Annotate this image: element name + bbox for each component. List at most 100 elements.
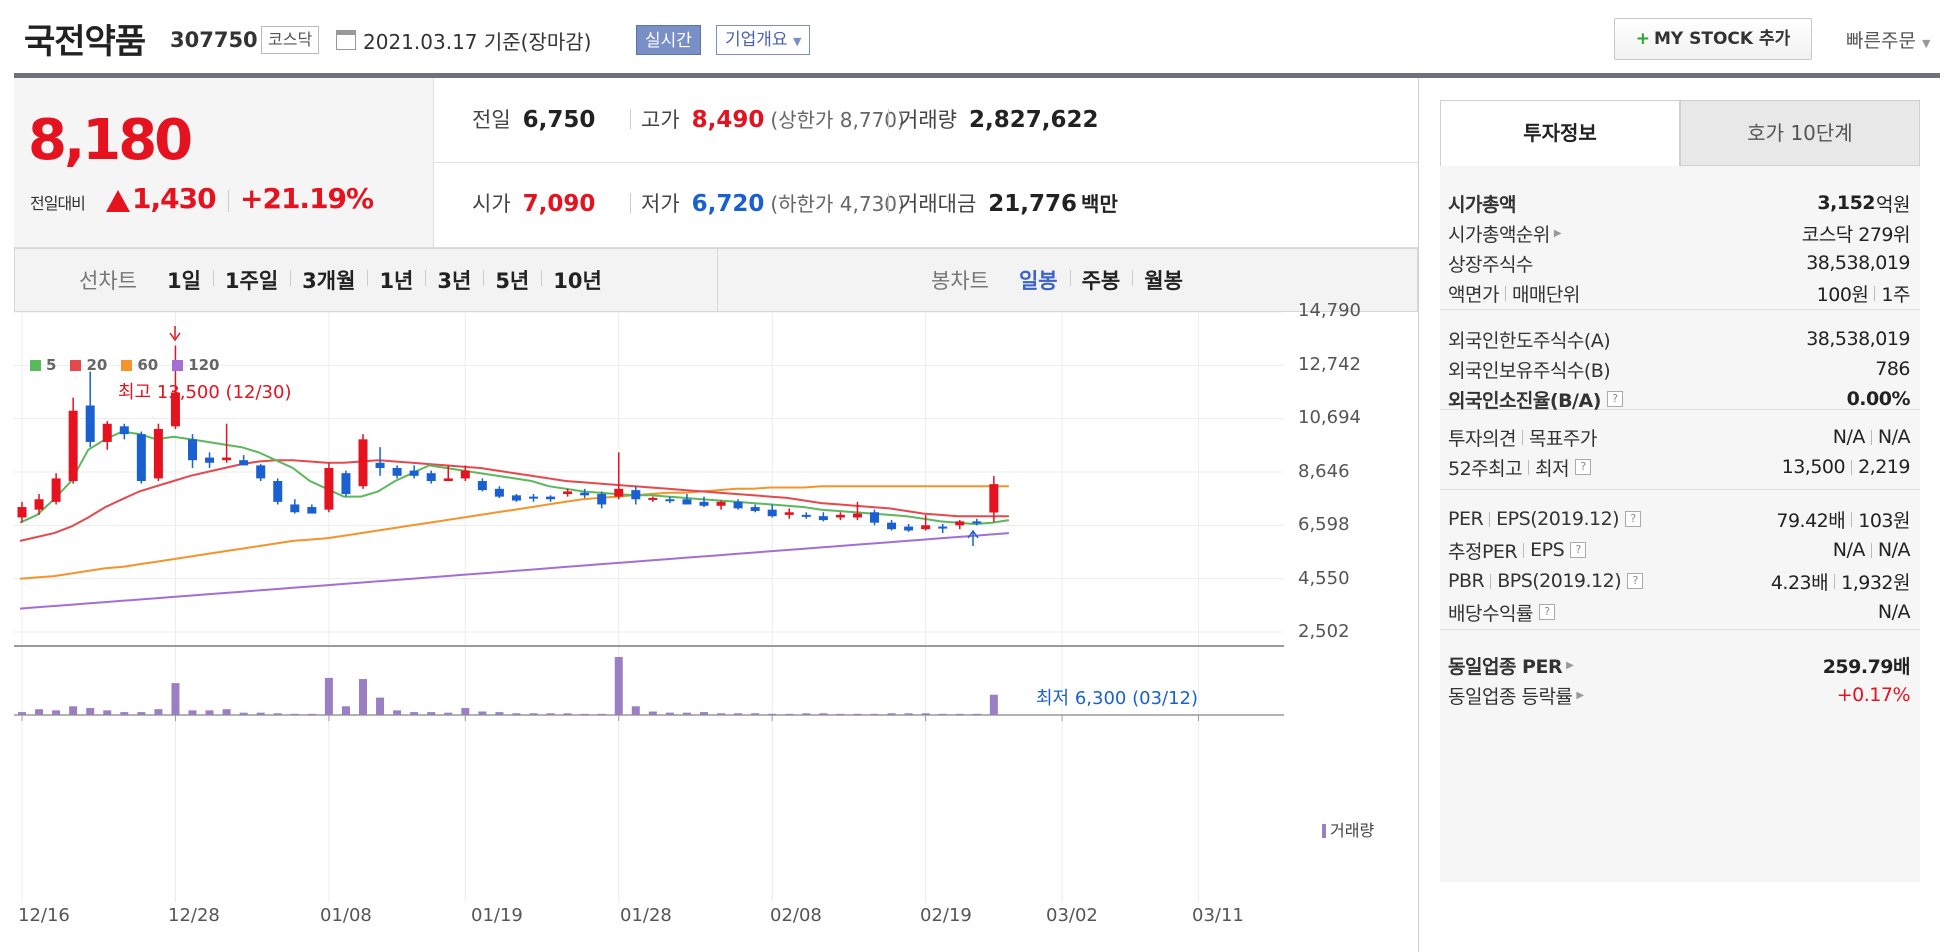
price-change: 1,430 [132,182,217,215]
industry-per-row[interactable]: 동일업종 PER ▶ 259.79배 [1448,650,1911,680]
candle-body [17,507,27,518]
chart-period-nav: 선차트 1일 1주일 3개월 1년 3년 5년 10년 봉차트 일봉 주봉 월봉 [14,248,1418,312]
chevron-down-icon: ▼ [1921,37,1931,50]
help-icon[interactable]: ? [1575,459,1592,475]
volume-bar [461,708,470,715]
est-per-label: 추정PER EPS? [1448,537,1587,564]
foreign-limit-row: 외국인한도주식수(A) 38,538,019 [1448,324,1910,354]
volume-bar [410,712,419,715]
candle-body [818,516,828,521]
volume-bar [921,713,930,715]
fast-order-dropdown[interactable]: 빠른주문 ▼ [1846,26,1930,53]
candle-body [34,499,44,510]
period-10y[interactable]: 10년 [541,265,614,295]
volume-bar [938,713,947,715]
period-1y[interactable]: 1년 [367,265,425,295]
period-3m[interactable]: 3개월 [290,265,367,295]
volume-bar [52,710,61,715]
separator [228,190,229,212]
volume-bar [171,683,180,715]
candle-body [460,470,470,479]
est-per-row: 추정PER EPS? N/A N/A [1448,535,1911,565]
candle-body [426,473,436,482]
candle-monthly[interactable]: 월봉 [1132,265,1195,295]
market-cap-rank-row[interactable]: 시가총액순위 ▶ 코스닥 279위 [1448,218,1911,248]
ma-20-line [19,459,1009,542]
y-tick-label: 4,550 [1298,568,1350,589]
separator [630,109,631,129]
help-icon[interactable]: ? [1625,511,1642,527]
opinion-label: 투자의견 목표주가 [1448,427,1597,450]
volume-bar [785,713,794,715]
listed-shares-row: 상장주식수 38,538,019 [1448,248,1910,278]
volume-bar [427,712,436,715]
candle-body [477,481,487,491]
prev-close-value: 6,750 [522,107,596,133]
candle-body [870,512,879,523]
row-divider [434,162,1418,163]
industry-rate-row[interactable]: 동일업종 등락률 ▶ +0.17% [1448,680,1911,710]
candle-body [887,522,897,530]
pbr-label: PBR BPS(2019.12)? [1448,570,1644,592]
tab-orderbook-10[interactable]: 호가 10단계 [1680,100,1920,166]
candle-body [409,470,419,476]
low-value: 6,720 [691,191,765,217]
candle-body [989,484,999,513]
week52-value: 13,500 2,219 [1781,456,1911,478]
candle-body [801,514,811,517]
pbr-row: PBR BPS(2019.12)? 4.23배 1,932원 [1448,566,1910,596]
volume: 거래량 2,827,622 [888,104,1098,134]
candle-weekly[interactable]: 주봉 [1069,265,1133,295]
candle-body [767,509,777,517]
period-1d[interactable]: 1일 [166,269,201,293]
help-icon[interactable]: ? [1538,604,1555,620]
low-annotation: 최저 6,300 (03/12) [1036,688,1199,709]
investment-info-panel: 투자정보 호가 10단계 시가총액 3,152 억원 시가총액순위 ▶ 코스닥 27… [1440,100,1920,882]
candle-body [852,513,862,518]
period-1w[interactable]: 1주일 [212,265,290,295]
help-icon[interactable]: ? [1570,542,1587,558]
tab-investment-info[interactable]: 투자정보 [1440,100,1680,166]
candle-body [273,481,283,502]
realtime-button[interactable]: 실시간 [636,25,701,55]
volume-bar [546,713,555,715]
high-value: 8,490 [691,107,765,133]
candle-daily[interactable]: 일봉 [1018,269,1058,293]
panel-divider [1418,78,1419,952]
dividend-value: N/A [1877,601,1911,623]
foreign-group: 외국인한도주식수(A) 38,538,019 외국인보유주식수(B) 786 외… [1440,310,1920,412]
help-icon[interactable]: ? [1606,391,1623,407]
period-3y[interactable]: 3년 [425,265,483,295]
volume-bar [222,709,231,715]
base-date: 2021.03.17 기준(장마감) [363,30,592,54]
volume-bar [597,713,606,715]
y-tick-label: 12,742 [1298,354,1361,375]
period-5y[interactable]: 5년 [483,265,541,295]
candle-body [170,392,180,427]
company-overview-dropdown[interactable]: 기업개요 ▼ [716,25,811,55]
low-price: 저가 6,720 (하한가 4,730) [630,188,905,218]
trade-amount-label: 거래대금 [899,192,977,216]
candle-body [119,426,129,435]
candle-body [188,439,197,461]
volume-bar [86,708,95,715]
volume-bar [393,710,402,715]
candle-body [256,465,266,479]
candle-body [699,501,709,506]
arrow-right-icon: ▶ [1576,689,1584,701]
y-tick-label: 2,502 [1298,621,1350,642]
candle-body [68,410,78,482]
volume-bar [188,710,197,715]
volume-bar [870,713,879,715]
prev-close-label: 전일 [472,108,511,132]
market-cap-rank-value: 코스닥 279위 [1801,223,1911,246]
candle-body [921,525,931,530]
volume-bar [205,710,214,715]
volume-bar [989,694,998,715]
stock-chart[interactable]: 5 20 60 120 최고 13,500 (12/30) 최저 6,300 (… [14,300,1418,952]
volume-label: 거래량 [899,108,957,132]
add-my-stock-button[interactable]: + MY STOCK 추가 [1614,18,1812,60]
candle-body [648,497,658,500]
volume-bar [154,709,163,715]
help-icon[interactable]: ? [1627,573,1644,589]
